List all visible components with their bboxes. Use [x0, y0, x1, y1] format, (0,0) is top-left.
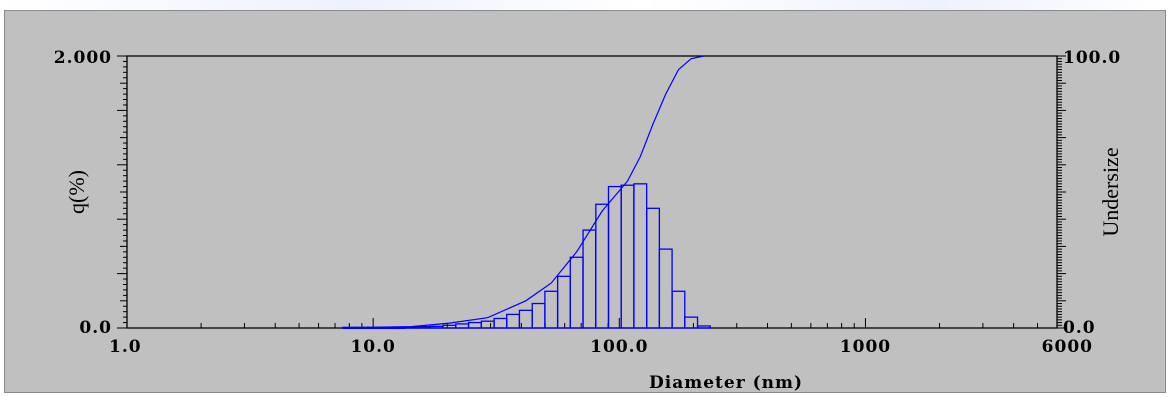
left-bottom-tick-label: 0.0 [79, 318, 112, 338]
top-strip [0, 0, 1170, 12]
x-tick-label: 1000 [840, 337, 891, 357]
histogram-bar [684, 316, 699, 329]
x-tick-labels: 1.0 10.0 100.0 1000 6000 [109, 337, 1093, 357]
undersize-curve [349, 55, 705, 329]
right-top-tick-label: 100.0 [1063, 48, 1121, 68]
left-top-tick-label: 2.000 [54, 48, 112, 68]
x-tick-label: 100.0 [590, 337, 648, 357]
right-bottom-tick-label: 0.0 [1063, 318, 1096, 338]
histogram-bar [658, 248, 673, 329]
y-left-label: q(%) [64, 170, 89, 214]
histogram-bars [342, 183, 711, 329]
right-axis-minor-ticks [1057, 55, 1066, 329]
histogram-bar [696, 325, 711, 329]
x-tick-label: 6000 [1042, 337, 1093, 357]
x-tick-label: 10.0 [350, 337, 395, 357]
histogram-bar [671, 290, 686, 329]
left-axis-minor-ticks [117, 55, 127, 329]
x-axis-label: Diameter (nm) [649, 373, 803, 393]
y-right-label: Undersize [1098, 147, 1123, 236]
x-tick-label: 1.0 [109, 337, 142, 357]
plot-area [126, 55, 1058, 329]
